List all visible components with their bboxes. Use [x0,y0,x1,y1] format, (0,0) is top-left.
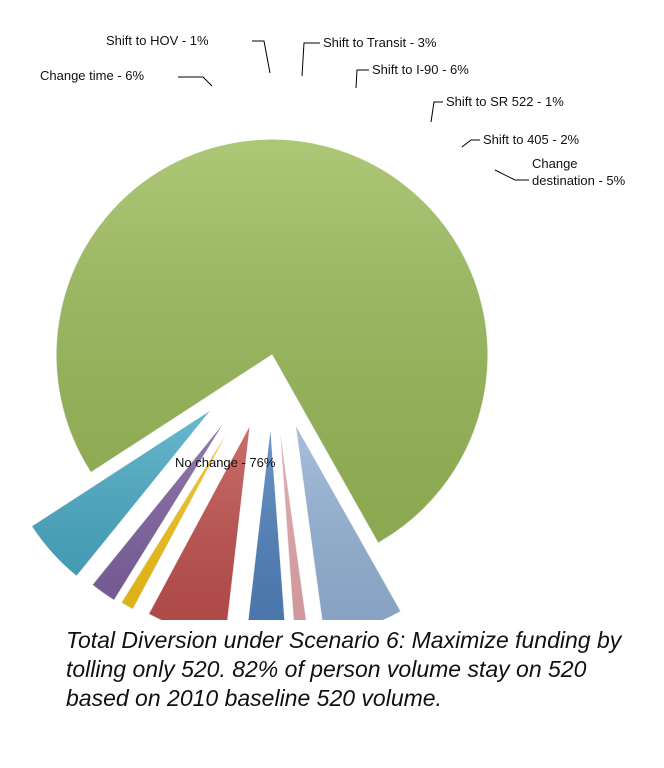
slice-label-shift-to-sr-522: Shift to SR 522 - 1% [446,94,564,109]
pie-slice-shading [278,416,307,620]
chart-caption: Total Diversion under Scenario 6: Maximi… [66,627,622,711]
leader-line-shift-to-sr-522 [430,101,443,123]
leader-line-shift-to-hov [252,40,271,74]
slice-label-shift-to-i-90: Shift to I-90 - 6% [372,62,469,77]
slice-labels: No change - 76% Change time - 6% Shift to … [40,33,626,470]
leader-line-shift-to-i-90 [355,69,369,89]
pie-slice-shading [92,416,228,601]
pie-slice-shading [247,424,285,620]
slice-label-shift-to-transit: Shift to Transit - 3% [323,35,437,50]
leader-line-change-destination [494,169,529,181]
label-leader-lines [178,40,529,181]
pie-slice-shading [56,138,489,544]
pie-slice-shading [31,408,213,577]
pie-slice-shading [294,423,401,620]
slice-label-no-change: No change - 76% [175,455,276,470]
pie-slice-shading [121,419,235,610]
pie-chart: No change - 76% Change time - 6% Shift to … [30,33,626,620]
leader-line-change-time [178,76,213,87]
slice-label-change-time: Change time - 6% [40,68,144,83]
pie-slice-shading [148,423,251,620]
leader-line-shift-to-transit [301,42,320,77]
slice-label-shift-to-405: Shift to 405 - 2% [483,132,580,147]
pie-slices [30,138,489,620]
leader-line-shift-to-405 [461,139,480,148]
slice-label-change-destination: Change destination - 5% [532,156,626,188]
slice-label-shift-to-hov: Shift to HOV - 1% [106,33,209,48]
